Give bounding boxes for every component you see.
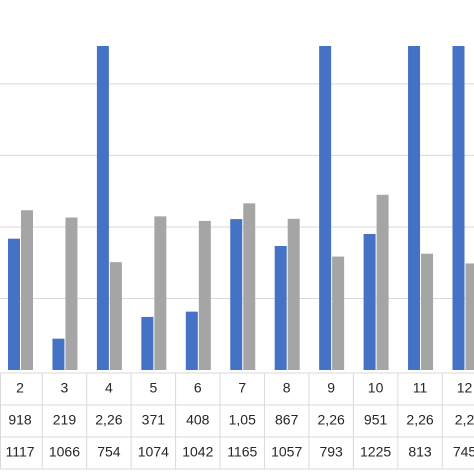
bar	[8, 238, 20, 370]
bar	[332, 256, 345, 370]
bar	[96, 46, 109, 370]
table-value: 793	[319, 444, 343, 460]
table-value: 745	[453, 444, 474, 460]
table-value: 1042	[182, 444, 213, 460]
category-label: 3	[61, 380, 69, 396]
table-value: 867	[275, 412, 299, 428]
category-label: 7	[238, 380, 246, 396]
bar	[65, 217, 78, 370]
category-label: 5	[149, 380, 157, 396]
bar	[109, 262, 122, 370]
table-value: 2,26	[406, 412, 433, 428]
table-value: 1066	[49, 444, 80, 460]
bar	[185, 311, 198, 370]
bar	[319, 46, 332, 370]
category-label: 6	[194, 380, 202, 396]
category-label: 11	[413, 380, 428, 396]
table-value: 918	[8, 412, 32, 428]
table-value: 219	[53, 412, 77, 428]
category-label: 4	[105, 380, 113, 396]
table-value: 813	[408, 444, 432, 460]
bar	[452, 46, 465, 370]
table-value: 2,26	[318, 412, 345, 428]
bar	[230, 219, 243, 370]
bar	[243, 203, 256, 370]
category-label: 10	[368, 380, 384, 396]
bar	[274, 245, 287, 370]
bar	[376, 194, 389, 370]
bar	[421, 253, 434, 370]
category-label: 8	[283, 380, 291, 396]
bar	[465, 263, 474, 370]
table-value: 1,05	[229, 412, 256, 428]
table-value: 408	[186, 412, 210, 428]
bar	[198, 220, 211, 370]
bar	[363, 233, 376, 370]
table-value: 2,26	[95, 412, 122, 428]
bar	[287, 218, 300, 370]
bar	[141, 316, 154, 370]
table-value: 1165	[227, 444, 257, 460]
category-label: 12	[457, 380, 473, 396]
table-value: 754	[97, 444, 121, 460]
table-value: 371	[142, 412, 166, 428]
table-value: 951	[364, 412, 388, 428]
bar	[52, 338, 65, 370]
category-label: 2	[16, 380, 24, 396]
table-value: 1225	[360, 444, 391, 460]
table-value: 1117	[5, 444, 34, 460]
bar	[408, 46, 421, 370]
table-value: 2,2	[455, 412, 474, 428]
category-label: 9	[327, 380, 335, 396]
bar	[21, 210, 33, 370]
table-value: 1074	[138, 444, 169, 460]
table-value: 1057	[271, 444, 302, 460]
bar	[154, 216, 167, 370]
